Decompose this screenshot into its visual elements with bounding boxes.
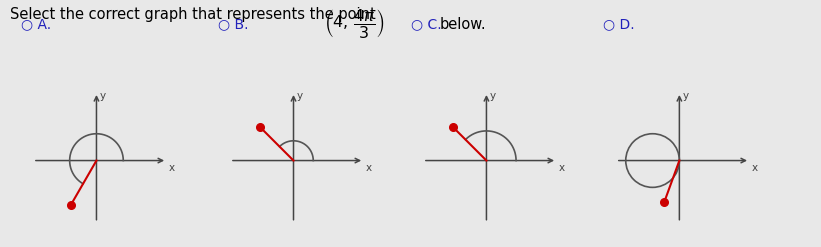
Text: $\left(4,\,\dfrac{4\pi}{3}\right)$: $\left(4,\,\dfrac{4\pi}{3}\right)$ bbox=[324, 7, 385, 41]
Text: y: y bbox=[489, 91, 495, 101]
Text: Select the correct graph that represents the point: Select the correct graph that represents… bbox=[10, 7, 385, 22]
Text: x: x bbox=[558, 163, 565, 173]
Text: ○ B.: ○ B. bbox=[218, 17, 248, 31]
Text: y: y bbox=[99, 91, 105, 101]
Text: y: y bbox=[296, 91, 302, 101]
Text: ○ A.: ○ A. bbox=[21, 17, 51, 31]
Text: y: y bbox=[682, 91, 688, 101]
Text: x: x bbox=[751, 163, 758, 173]
Text: below.: below. bbox=[439, 17, 486, 32]
Text: ○ D.: ○ D. bbox=[603, 17, 635, 31]
Text: x: x bbox=[365, 163, 372, 173]
Text: x: x bbox=[168, 163, 175, 173]
Text: ○ C.: ○ C. bbox=[410, 17, 441, 31]
